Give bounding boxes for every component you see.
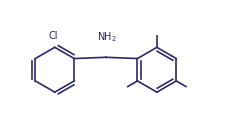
Text: NH$_2$: NH$_2$ (97, 30, 117, 44)
Text: Cl: Cl (49, 31, 58, 41)
